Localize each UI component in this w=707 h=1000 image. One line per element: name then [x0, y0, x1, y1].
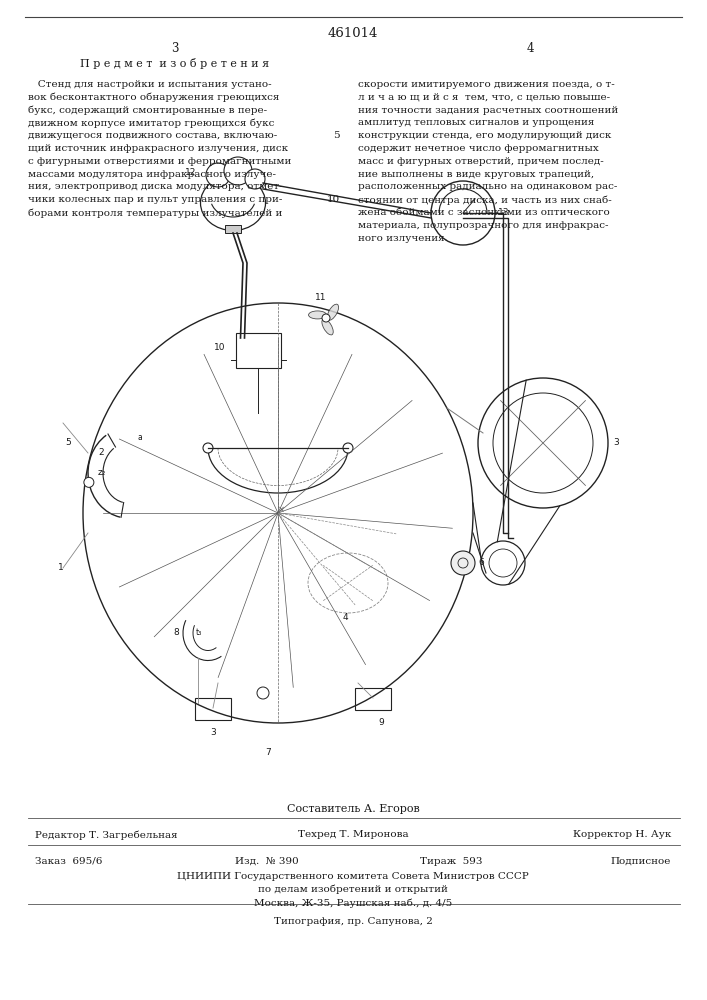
Text: 5: 5	[65, 438, 71, 447]
Text: 4: 4	[343, 613, 349, 622]
Text: ×: ×	[278, 506, 284, 514]
Bar	[195, 698, 231, 720]
Text: содержит нечетное число ферромагнитных: содержит нечетное число ферромагнитных	[358, 144, 599, 153]
Text: материала, полупрозрачного для инфракрас-: материала, полупрозрачного для инфракрас…	[358, 221, 609, 230]
Text: амплитуд тепловых сигналов и упрощения: амплитуд тепловых сигналов и упрощения	[358, 118, 595, 127]
Text: вок бесконтактного обнаружения греющихся: вок бесконтактного обнаружения греющихся	[28, 93, 279, 102]
Text: 3: 3	[210, 728, 216, 737]
Text: расположенных радиально на одинаковом рас-: расположенных радиально на одинаковом ра…	[358, 182, 617, 191]
Bar	[225, 225, 241, 233]
Text: Тираж  593: Тираж 593	[420, 857, 482, 866]
Text: ние выполнены в виде круговых трапеций,: ние выполнены в виде круговых трапеций,	[358, 170, 594, 179]
Text: ния точности задания расчетных соотношений: ния точности задания расчетных соотношен…	[358, 106, 618, 115]
Text: Редактор Т. Загребельная: Редактор Т. Загребельная	[35, 830, 177, 840]
Text: 1: 1	[58, 563, 64, 572]
Text: 13: 13	[498, 208, 510, 217]
Text: чики колесных пар и пульт управления с при-: чики колесных пар и пульт управления с п…	[28, 195, 282, 204]
Text: с фигурными отверстиями и ферромагнитными: с фигурными отверстиями и ферромагнитным…	[28, 157, 291, 166]
Circle shape	[203, 443, 213, 453]
Text: 12: 12	[185, 168, 197, 177]
Text: t₃: t₃	[196, 628, 202, 637]
Text: 2: 2	[98, 448, 104, 457]
Circle shape	[451, 551, 475, 575]
Text: массами модулятора инфракрасного излуче-: массами модулятора инфракрасного излуче-	[28, 170, 276, 179]
Text: 10: 10	[214, 343, 225, 352]
Text: a: a	[138, 433, 143, 442]
Text: щий источник инфракрасного излучения, диск: щий источник инфракрасного излучения, ди…	[28, 144, 288, 153]
Circle shape	[84, 477, 94, 487]
Circle shape	[245, 169, 265, 189]
Circle shape	[224, 157, 252, 185]
Text: П р е д м е т  и з о б р е т е н и я: П р е д м е т и з о б р е т е н и я	[81, 58, 269, 69]
Text: Техред Т. Миронова: Техред Т. Миронова	[298, 830, 409, 839]
Text: 8: 8	[173, 628, 179, 637]
Text: Корректор Н. Аук: Корректор Н. Аук	[573, 830, 671, 839]
Text: конструкции стенда, его модулирующий диск: конструкции стенда, его модулирующий дис…	[358, 131, 612, 140]
Bar	[235, 333, 281, 368]
Text: движном корпусе имитатор греющихся букс: движном корпусе имитатор греющихся букс	[28, 118, 274, 128]
Text: л и ч а ю щ и й с я  тем, что, с целью повыше-: л и ч а ю щ и й с я тем, что, с целью по…	[358, 93, 610, 102]
Text: скорости имитируемого движения поезда, о т-: скорости имитируемого движения поезда, о…	[358, 80, 615, 89]
Text: 11: 11	[315, 293, 327, 302]
Text: стоянии от центра диска, и часть из них снаб-: стоянии от центра диска, и часть из них …	[358, 195, 612, 205]
Ellipse shape	[308, 311, 327, 319]
Text: 9: 9	[378, 718, 384, 727]
Text: Типография, пр. Сапунова, 2: Типография, пр. Сапунова, 2	[274, 917, 433, 926]
Text: масс и фигурных отверстий, причем послед-: масс и фигурных отверстий, причем послед…	[358, 157, 604, 166]
Text: Изд.  № 390: Изд. № 390	[235, 857, 299, 866]
Ellipse shape	[322, 319, 333, 335]
Text: жена обоймами с заслонками из оптического: жена обоймами с заслонками из оптическог…	[358, 208, 609, 217]
Text: Подписное: Подписное	[611, 857, 671, 866]
Text: 3: 3	[613, 438, 619, 447]
Text: 3: 3	[171, 42, 179, 55]
Circle shape	[322, 314, 330, 322]
Text: 10: 10	[327, 195, 340, 204]
Text: ного излучения.: ного излучения.	[358, 234, 448, 243]
Text: Заказ  695/6: Заказ 695/6	[35, 857, 103, 866]
Text: букс, содержащий смонтированные в пере-: букс, содержащий смонтированные в пере-	[28, 106, 267, 115]
Bar	[355, 688, 391, 710]
Text: 5: 5	[334, 131, 340, 140]
Text: z₂: z₂	[98, 468, 106, 477]
Text: ЦНИИПИ Государственного комитета Совета Министров СССР: ЦНИИПИ Государственного комитета Совета …	[177, 872, 529, 881]
Text: 4: 4	[526, 42, 534, 55]
Circle shape	[257, 687, 269, 699]
Circle shape	[206, 163, 230, 187]
Text: Москва, Ж-35, Раушская наб., д. 4/5: Москва, Ж-35, Раушская наб., д. 4/5	[254, 898, 452, 908]
Text: Составитель А. Егоров: Составитель А. Егоров	[286, 804, 419, 814]
Ellipse shape	[327, 304, 339, 320]
Text: 7: 7	[265, 748, 271, 757]
Text: Стенд для настройки и испытания устано-: Стенд для настройки и испытания устано-	[28, 80, 271, 89]
Text: борами контроля температуры излучателей и: борами контроля температуры излучателей …	[28, 208, 282, 218]
Text: по делам изобретений и открытий: по делам изобретений и открытий	[258, 885, 448, 894]
Circle shape	[343, 443, 353, 453]
Text: 6: 6	[478, 558, 484, 567]
Text: ния, электропривод диска модулятора, отмет-: ния, электропривод диска модулятора, отм…	[28, 182, 283, 191]
Text: 461014: 461014	[328, 27, 378, 40]
Text: движущегося подвижного состава, включаю-: движущегося подвижного состава, включаю-	[28, 131, 277, 140]
